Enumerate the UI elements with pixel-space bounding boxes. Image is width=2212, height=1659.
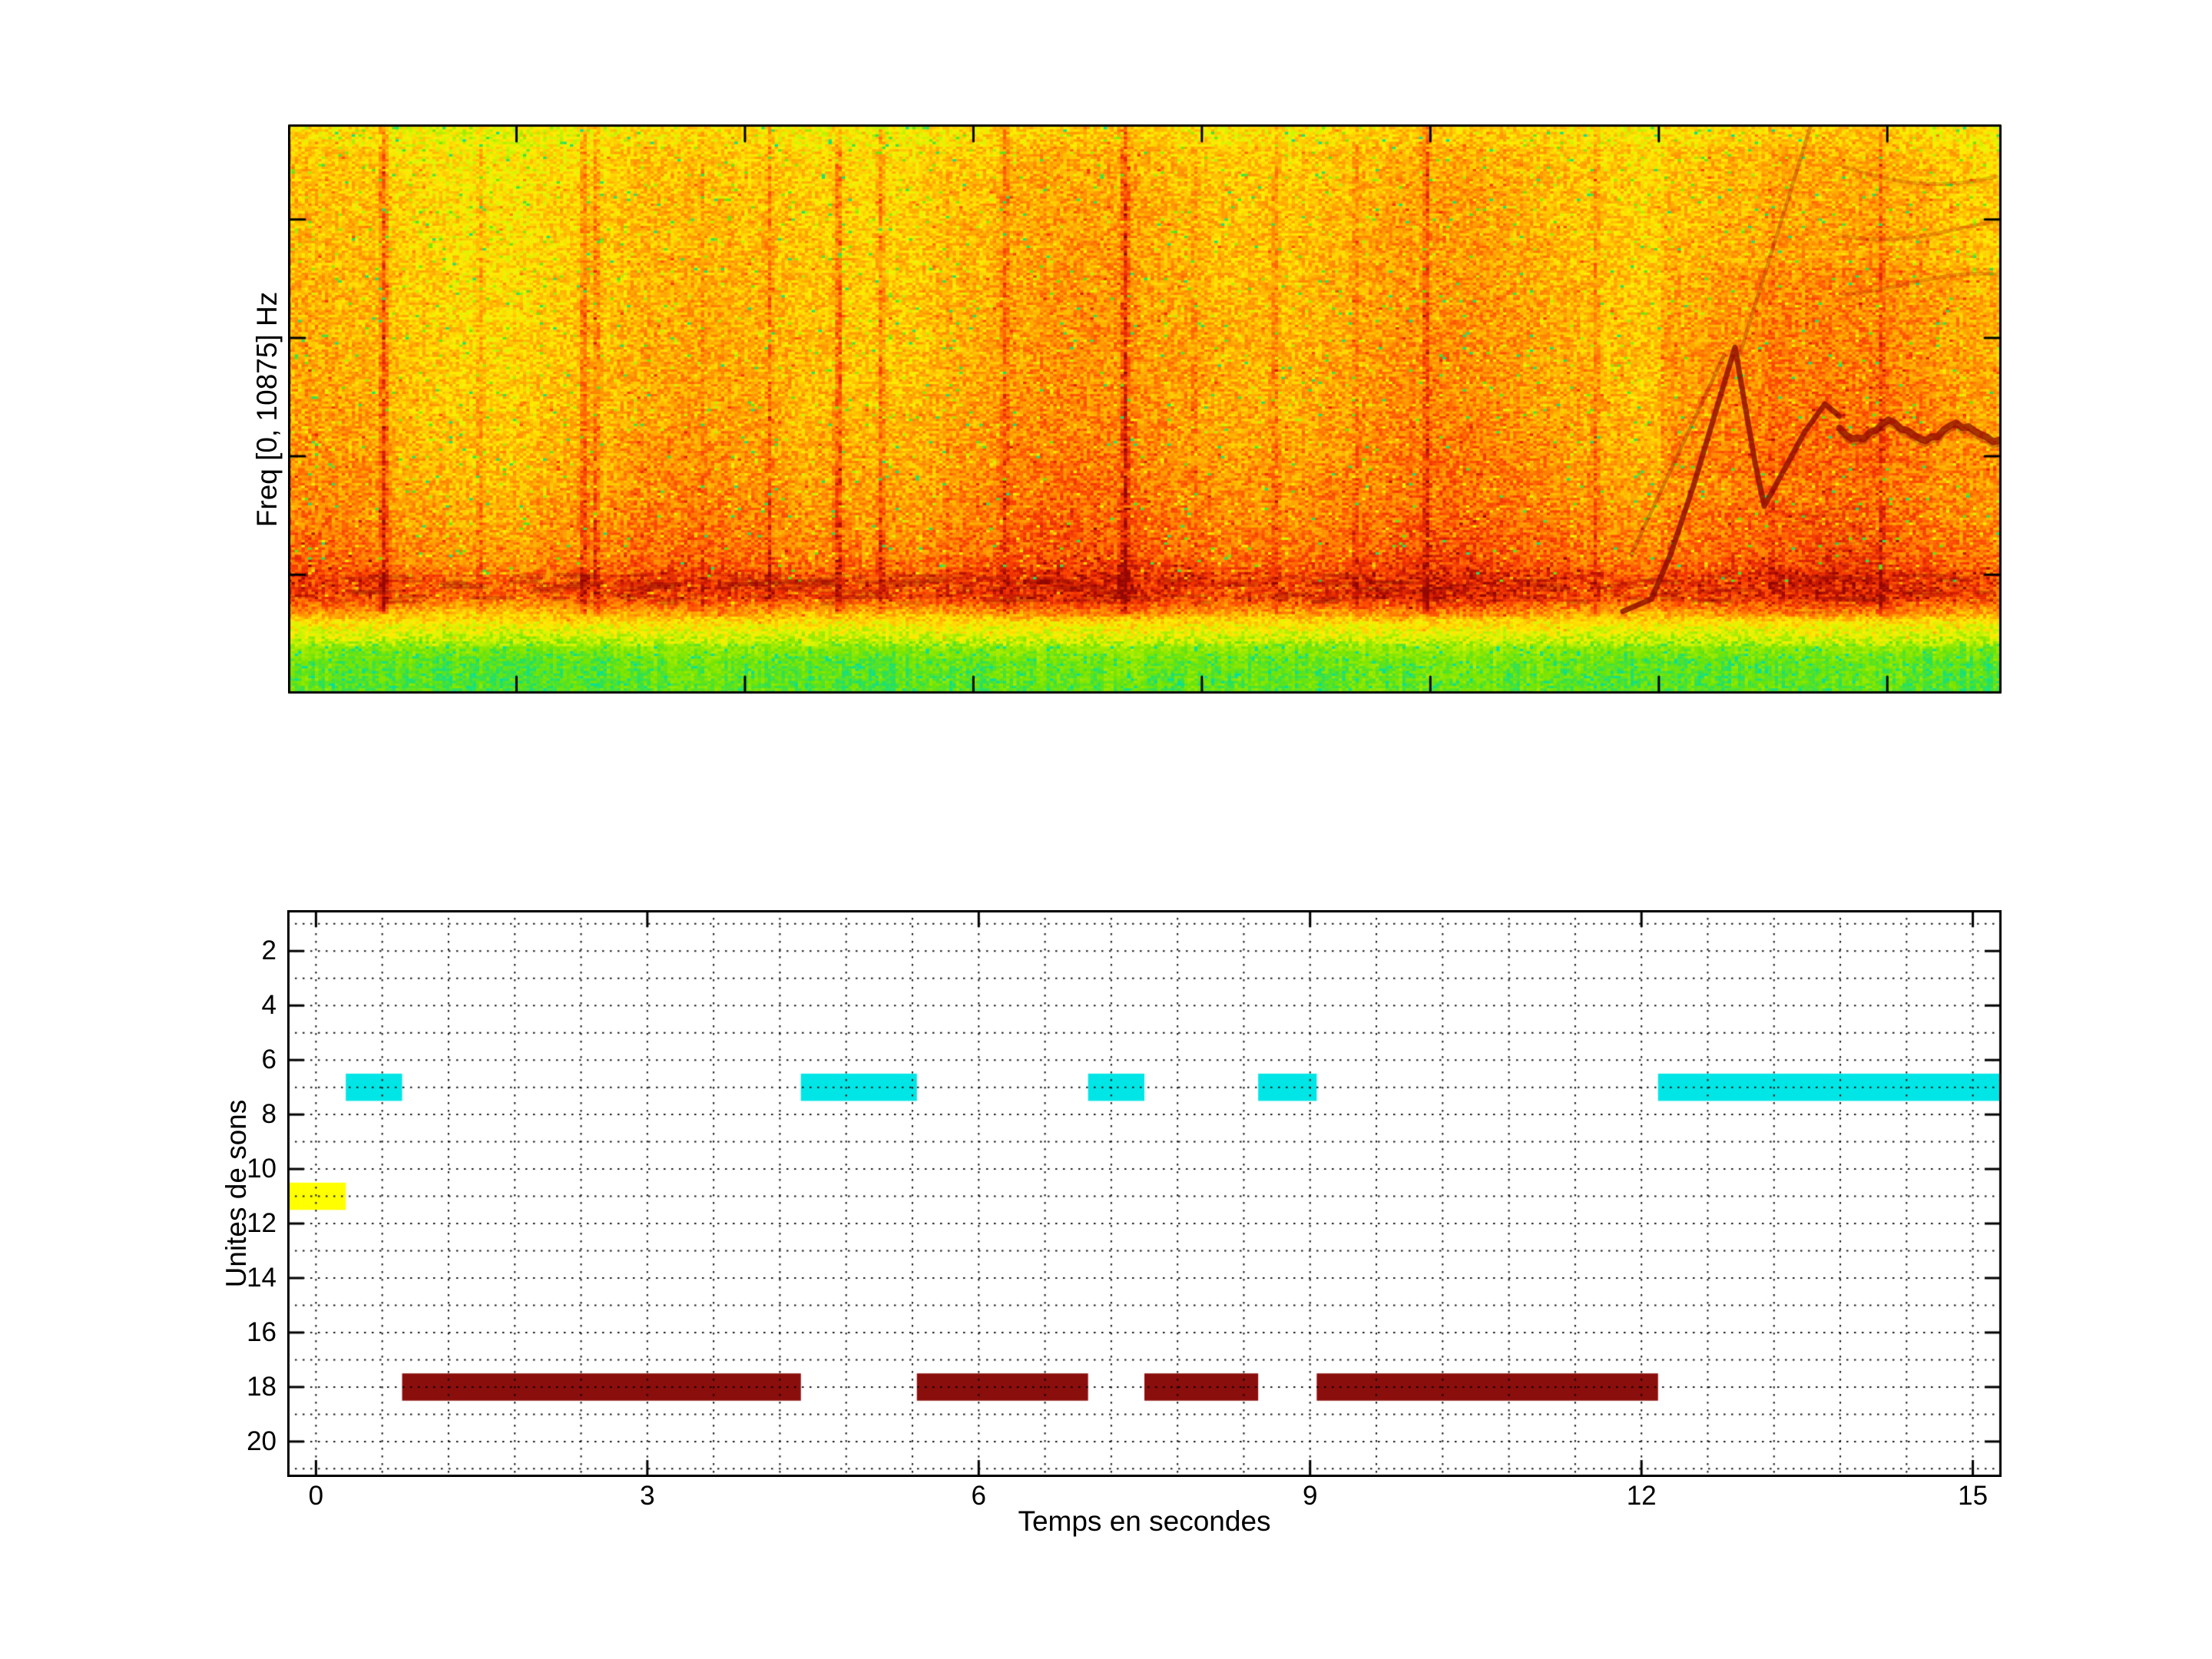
x-tick-label: 6: [971, 1481, 986, 1511]
y-tick-label: 8: [261, 1099, 276, 1130]
y-tick-label: 20: [247, 1426, 276, 1456]
x-tick-label: 12: [1626, 1481, 1657, 1511]
x-tick-label: 0: [308, 1481, 324, 1511]
y-tick-label: 2: [261, 935, 276, 966]
y-tick-label: 16: [247, 1316, 276, 1347]
y-tick-label: 4: [261, 990, 276, 1021]
y-tick-label: 14: [247, 1262, 276, 1293]
segmentation-canvas: [287, 910, 2002, 1477]
segmentation-xlabel: Temps en secondes: [1018, 1505, 1271, 1537]
y-tick-label: 6: [261, 1045, 276, 1075]
spectrogram-canvas: [288, 124, 2002, 694]
y-tick-label: 12: [247, 1208, 276, 1239]
y-tick-label: 10: [247, 1154, 276, 1184]
x-tick-label: 15: [1958, 1481, 1988, 1511]
segmentation-ylabel: Unites de sons: [220, 1099, 252, 1288]
x-tick-label: 9: [1302, 1481, 1318, 1511]
spectrogram-ylabel: Freq [0, 10875] Hz: [251, 291, 283, 528]
y-tick-label: 18: [247, 1371, 276, 1402]
x-tick-label: 3: [640, 1481, 655, 1511]
